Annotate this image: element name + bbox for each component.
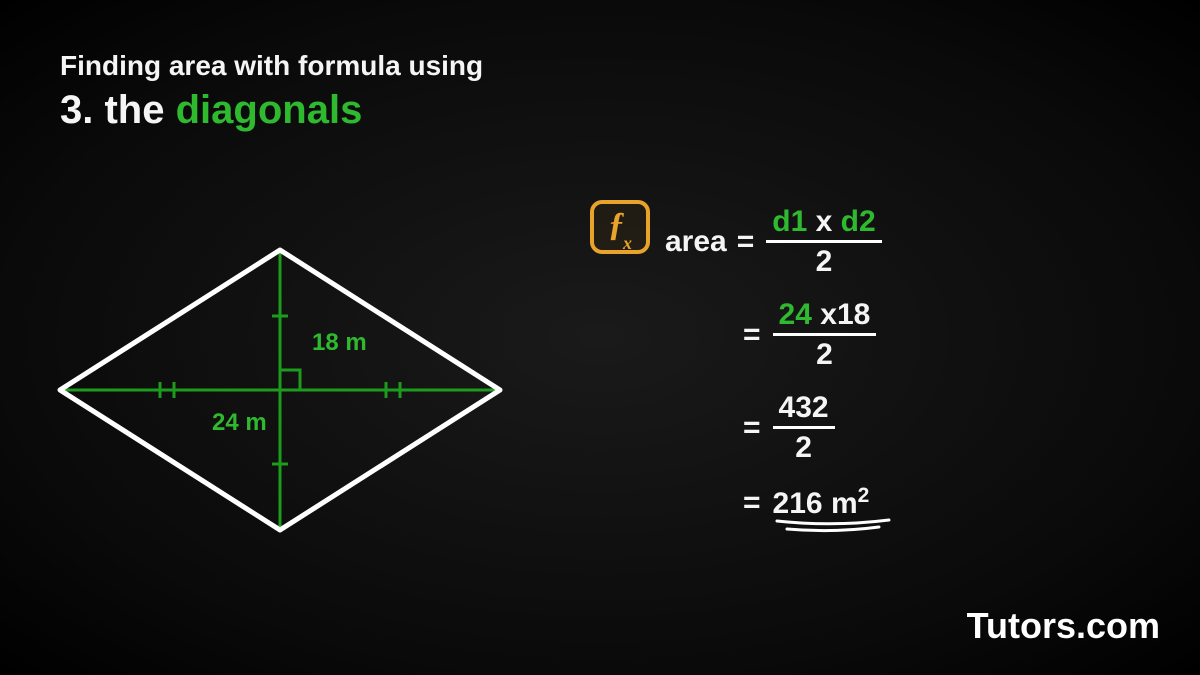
underline-icon: [773, 517, 893, 533]
denominator: 2: [816, 243, 833, 278]
times-sign: x: [820, 298, 837, 331]
equals-sign: =: [743, 318, 761, 352]
fx-symbol: ƒx: [608, 206, 632, 248]
step2-a: 24: [779, 298, 812, 331]
denominator: 2: [816, 336, 833, 371]
formula-row: area = d1 x d2 2: [665, 205, 882, 278]
d2-var: d2: [841, 205, 876, 238]
step3-row: = 432 2: [743, 391, 882, 464]
denominator: 2: [795, 429, 812, 464]
equals-sign: =: [737, 225, 755, 259]
right-angle-marker: [280, 370, 300, 390]
step2-row: = 24 x18 2: [743, 298, 882, 371]
fx-badge-icon: ƒx: [590, 200, 650, 254]
title-index: 3.: [60, 88, 93, 132]
result-value: 216 m2: [773, 484, 870, 521]
title-the: the: [104, 88, 164, 132]
times-sign: x: [816, 205, 833, 238]
rhombus-diagram: 18 m 24 m: [40, 230, 520, 550]
title-line: 3. the diagonals: [60, 88, 483, 133]
step3-fraction: 432 2: [773, 391, 835, 464]
page-header: Finding area with formula using 3. the d…: [60, 50, 483, 133]
brand-logo: Tutors.com: [967, 605, 1160, 647]
label-d1: 24 m: [212, 409, 267, 436]
supertitle: Finding area with formula using: [60, 50, 483, 82]
equals-sign: =: [743, 411, 761, 445]
step3-num: 432: [773, 391, 835, 426]
step2-b: 18: [837, 298, 870, 331]
result-row: = 216 m2: [743, 484, 882, 521]
title-keyword: diagonals: [176, 88, 363, 132]
d1-var: d1: [772, 205, 807, 238]
equals-sign: =: [743, 486, 761, 520]
label-d2: 18 m: [312, 329, 367, 356]
formula-fraction: d1 x d2 2: [766, 205, 881, 278]
step2-fraction: 24 x18 2: [773, 298, 877, 371]
equation-block: area = d1 x d2 2 = 24 x18 2 = 432: [665, 205, 882, 541]
area-label: area: [665, 225, 727, 259]
